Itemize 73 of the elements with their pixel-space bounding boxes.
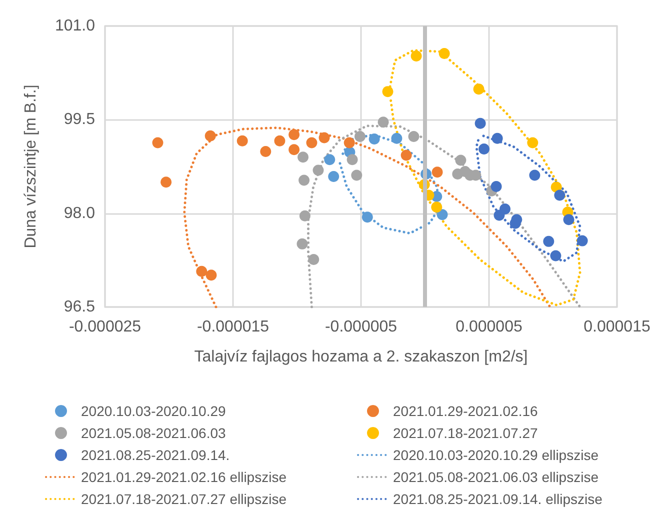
legend-label: 2021.01.29-2021.02.16 xyxy=(393,403,538,419)
legend-label: 2021.01.29-2021.02.16 ellipszise xyxy=(81,469,287,485)
point xyxy=(492,132,503,144)
legend-label: 2021.05.08-2021.06.03 ellipszise xyxy=(393,469,599,485)
x-tick-label: 0.000015 xyxy=(584,318,650,336)
point xyxy=(152,137,164,148)
point xyxy=(344,137,355,148)
point xyxy=(288,129,300,140)
point xyxy=(490,180,502,192)
legend-label: 2021.07.18-2021.07.27 ellipszise xyxy=(81,491,287,507)
point xyxy=(455,154,466,166)
point xyxy=(160,176,172,188)
legend-label: 2021.08.25-2021.09.14. xyxy=(81,447,230,463)
legend-label: 2021.08.25-2021.09.14. ellipszise xyxy=(393,491,603,507)
point xyxy=(543,236,554,247)
point xyxy=(299,210,310,222)
point xyxy=(410,50,422,62)
point xyxy=(378,116,389,128)
point xyxy=(318,132,330,144)
point xyxy=(576,235,588,246)
point xyxy=(529,170,540,181)
line-series xyxy=(183,126,552,308)
x-tick-label: -0.000015 xyxy=(196,318,270,336)
point xyxy=(408,131,420,142)
point xyxy=(274,135,286,146)
point xyxy=(260,146,272,158)
point xyxy=(391,132,402,144)
point xyxy=(351,170,362,181)
x-axis-title: Talajvíz fajlagos hozama a 2. szakaszon [m2/s] xyxy=(194,348,528,366)
point xyxy=(500,203,510,214)
point xyxy=(196,266,208,277)
point xyxy=(382,86,394,98)
point xyxy=(312,164,324,176)
y-tick-label: 99.5 xyxy=(64,111,96,128)
point xyxy=(550,250,562,262)
point xyxy=(298,174,310,186)
point xyxy=(324,154,336,166)
point xyxy=(527,137,538,148)
point xyxy=(296,238,308,250)
point xyxy=(563,214,574,226)
point xyxy=(436,209,448,220)
legend-label: 2020.10.03-2020.10.29 xyxy=(81,403,226,419)
point xyxy=(298,152,309,163)
point xyxy=(204,130,216,142)
y-tick-label: 98.0 xyxy=(64,204,96,222)
point xyxy=(431,202,442,213)
point xyxy=(473,84,484,95)
point xyxy=(206,270,217,281)
point xyxy=(288,144,300,156)
point xyxy=(346,154,358,166)
point xyxy=(354,131,366,142)
y-tick-label: 96.5 xyxy=(64,298,96,316)
point xyxy=(368,134,380,145)
point xyxy=(554,190,566,201)
legend-label: 2020.10.03-2020.10.29 ellipszise xyxy=(393,447,599,463)
x-tick-label: 0.000005 xyxy=(456,318,522,336)
point xyxy=(306,137,318,148)
point xyxy=(328,170,340,182)
legend-label: 2021.07.18-2021.07.27 xyxy=(393,425,538,441)
point xyxy=(308,254,320,266)
y-axis-title: Duna vízszintje [m B.f.] xyxy=(22,84,40,248)
y-tick-label: 101.0 xyxy=(54,18,96,34)
point xyxy=(400,150,412,161)
point xyxy=(236,135,248,146)
point xyxy=(478,144,490,155)
point xyxy=(474,118,486,129)
legend-label: 2021.05.08-2021.06.03 xyxy=(81,425,226,441)
point xyxy=(510,218,521,229)
x-tick-label: -0.000005 xyxy=(324,318,398,336)
point xyxy=(362,212,373,223)
point xyxy=(438,48,450,59)
x-tick-label: -0.000025 xyxy=(68,318,142,336)
point xyxy=(432,166,443,178)
